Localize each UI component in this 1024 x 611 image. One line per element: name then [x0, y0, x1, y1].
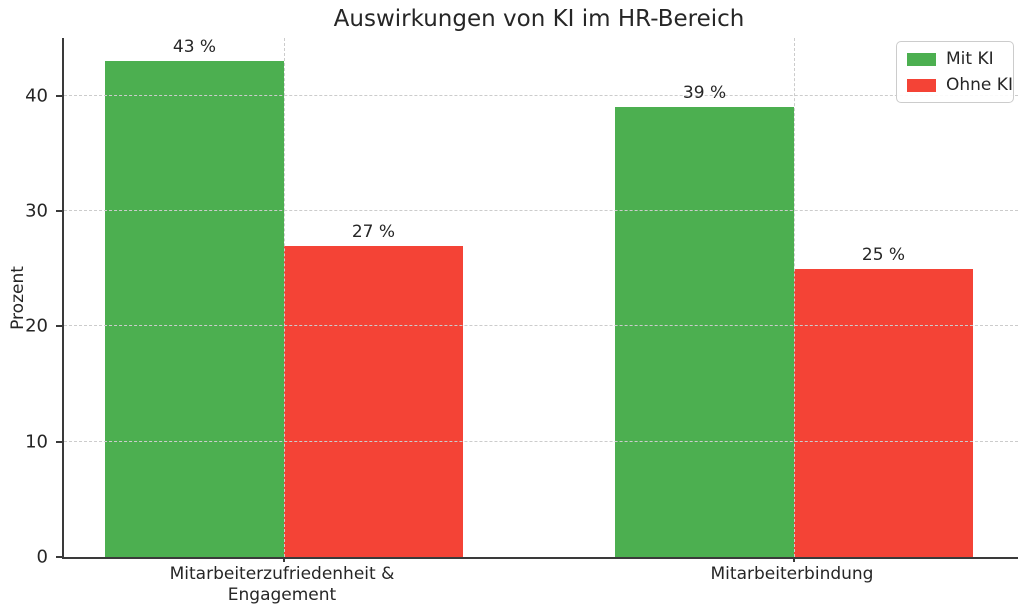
- y-tick-mark: [56, 94, 62, 97]
- y-tick-label: 10: [25, 431, 48, 453]
- y-tick-label: 0: [36, 546, 48, 568]
- bar-ohne-ki: [794, 268, 973, 557]
- plot-area: 43 % 27 % 39 % 25 % 0 10 20 30 40: [25, 37, 1018, 568]
- vertical-gridline: [283, 38, 285, 557]
- legend-entry: Ohne KI: [907, 75, 1013, 95]
- bar-mit-ki: [615, 107, 794, 557]
- y-tick-label: 30: [25, 200, 48, 222]
- y-tick-label: 40: [25, 85, 48, 107]
- bar-value-label: 43 %: [172, 37, 217, 58]
- legend-swatch-icon: [907, 52, 936, 66]
- horizontal-gridline: [64, 325, 1018, 327]
- y-tick-mark: [56, 325, 62, 328]
- bar-value-label: 25 %: [861, 244, 906, 265]
- y-tick-label: 20: [25, 315, 48, 337]
- x-tick-mark: [793, 557, 795, 562]
- x-tick-label: Mitarbeiterzufriedenheit & Engagement: [169, 564, 395, 605]
- horizontal-gridline: [64, 210, 1018, 211]
- legend-entry: Mit KI: [907, 49, 1003, 69]
- chart-title: Auswirkungen von KI im HR-Bereich: [333, 6, 745, 32]
- horizontal-gridline: [64, 440, 1018, 442]
- legend-label: Ohne KI: [946, 75, 1013, 95]
- legend: Mit KI Ohne KI: [896, 41, 1014, 103]
- bar-ohne-ki: [283, 245, 463, 557]
- vertical-gridline: [794, 38, 795, 557]
- y-axis-label-container: Prozent: [0, 38, 36, 557]
- legend-label: Mit KI: [946, 49, 994, 69]
- bar-mit-ki: [105, 61, 284, 557]
- y-tick-mark: [56, 210, 62, 212]
- bar-value-label: 27 %: [351, 221, 396, 242]
- bar-value-label: 39 %: [682, 83, 727, 104]
- legend-swatch-icon: [907, 78, 936, 92]
- y-tick-mark: [56, 556, 62, 558]
- y-tick-mark: [56, 440, 62, 443]
- horizontal-gridline: [64, 94, 1018, 96]
- x-tick-mark: [282, 557, 285, 562]
- x-tick-label: Mitarbeiterbindung: [710, 564, 874, 584]
